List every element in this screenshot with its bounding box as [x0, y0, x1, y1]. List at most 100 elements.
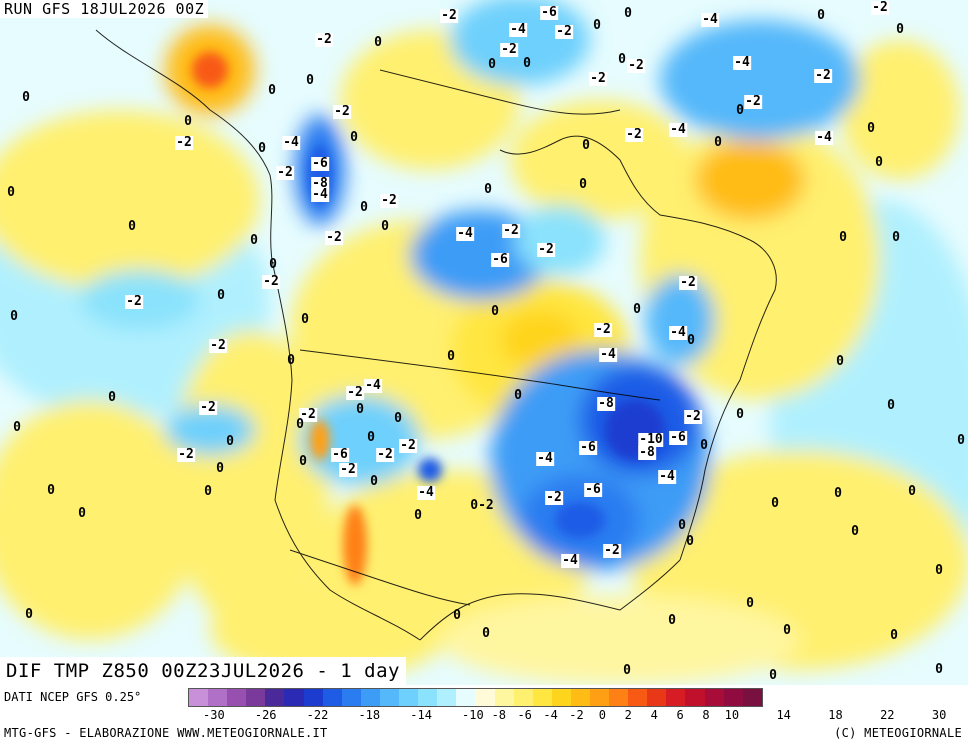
color-scale-tick: 6 [676, 708, 684, 722]
contour-label: -2 [299, 407, 317, 422]
contour-label: -2 [125, 294, 143, 309]
contour-label: -2 [376, 447, 394, 462]
color-swatch [609, 689, 629, 706]
color-swatch [189, 689, 209, 706]
credit-left: MTG-GFS - ELABORAZIONE WWW.METEOGIORNALE… [4, 726, 328, 740]
contour-label: 0 [714, 135, 722, 150]
color-swatch [303, 689, 323, 706]
color-swatch [341, 689, 361, 706]
contour-label: 0 [523, 56, 531, 71]
contour-label: -2 [684, 409, 702, 424]
contour-label: 0 [817, 8, 825, 23]
contour-label: -6 [669, 430, 687, 445]
color-swatch [513, 689, 533, 706]
field-title: DIF TMP Z850 00Z23JUL2026 - 1 day [0, 657, 406, 685]
color-scale-tick: 22 [880, 708, 895, 722]
contour-label: 0 [633, 302, 641, 317]
contour-label: -8 [597, 396, 615, 411]
contour-label: 0 [78, 506, 86, 521]
contour-label: 0 [867, 121, 875, 136]
contour-label: -4 [815, 130, 833, 145]
contour-label: 0 [204, 484, 212, 499]
contour-label: -2 [594, 322, 612, 337]
contour-label: 0 [216, 461, 224, 476]
contour-label: -2 [315, 32, 333, 47]
contour-label: -6 [331, 447, 349, 462]
color-swatch [704, 689, 724, 706]
contour-label: -2 [339, 462, 357, 477]
contour-label: 0 [367, 430, 375, 445]
contour-label: 0 [250, 233, 258, 248]
contour-label: 0 [356, 402, 364, 417]
color-scale-tick: 4 [650, 708, 658, 722]
color-scale-tick: -10 [462, 708, 484, 722]
contour-label: 0 [217, 288, 225, 303]
contour-label: -2 [744, 94, 762, 109]
contour-label: 0 [394, 411, 402, 426]
color-swatch [589, 689, 610, 706]
color-scale-tick: 2 [624, 708, 632, 722]
contour-label: 0 [22, 90, 30, 105]
contour-label: 0 [447, 349, 455, 364]
contour-label: -6 [584, 482, 602, 497]
contour-label: -2 [871, 0, 889, 15]
contour-label: 0 [668, 613, 676, 628]
contour-label: 0 [514, 388, 522, 403]
contour-label: -2 [555, 24, 573, 39]
contour-label: -2 [627, 58, 645, 73]
color-swatch [227, 689, 247, 706]
contour-label: 0 [269, 257, 277, 272]
contour-label: 0 [582, 138, 590, 153]
color-scale-tick: 14 [776, 708, 791, 722]
contour-label: 0 [687, 333, 695, 348]
color-scale-ticks: -30 -26 -22 -18 -14 -10 -8 -6 -4 -2 0 2 4 6 8 10 14 18 22 3… [188, 708, 965, 722]
contour-label: 0 [381, 219, 389, 234]
color-swatch [532, 689, 552, 706]
contour-label: -2 [545, 490, 563, 505]
contour-label: -4 [364, 378, 382, 393]
color-scale-tick: -14 [410, 708, 432, 722]
contour-label: 0 [10, 309, 18, 324]
contour-label: -6 [491, 252, 509, 267]
contour-label: 0 [624, 6, 632, 21]
color-swatch [570, 689, 590, 706]
contour-label: -2 [814, 68, 832, 83]
contour-label: -4 [509, 22, 527, 37]
contour-label: -2 [589, 71, 607, 86]
color-swatch [265, 689, 285, 706]
contour-label: -6 [311, 156, 329, 171]
contour-label: 0 [892, 230, 900, 245]
contour-label: 0 [700, 438, 708, 453]
contour-label: -2 [175, 135, 193, 150]
contour-label: -4 [599, 347, 617, 362]
contour-label: -4 [733, 55, 751, 70]
color-scale-tick: -6 [517, 708, 532, 722]
contour-label: 0 [350, 130, 358, 145]
contour-label: -2 [679, 275, 697, 290]
contour-label: 0 [623, 663, 631, 678]
contour-label: 0 [618, 52, 626, 67]
color-scale-tick: 8 [702, 708, 710, 722]
contour-label: 0 [47, 483, 55, 498]
color-swatch [437, 689, 457, 706]
contour-label: 0 [25, 607, 33, 622]
contour-label: 0 [301, 312, 309, 327]
run-title: RUN GFS 18JUL2026 00Z [0, 0, 209, 18]
contour-label: 0 [258, 141, 266, 156]
contour-label: -2 [440, 8, 458, 23]
color-scale-tick: -18 [358, 708, 381, 722]
color-scale-tick: 10 [724, 708, 740, 722]
contour-label: -2 [537, 242, 555, 257]
color-swatch [399, 689, 419, 706]
color-scale-tick: 30 [931, 708, 947, 722]
contour-label: 0 [482, 626, 490, 641]
contour-label: -2 [625, 127, 643, 142]
color-scale-tick: -22 [306, 708, 329, 722]
contour-label: -2 [502, 223, 520, 238]
color-swatch [284, 689, 304, 706]
color-swatch [494, 689, 514, 706]
color-swatch [322, 689, 342, 706]
contour-label: 0 [488, 57, 496, 72]
contour-label: 0 [7, 185, 15, 200]
contour-label: 0 [678, 518, 686, 533]
